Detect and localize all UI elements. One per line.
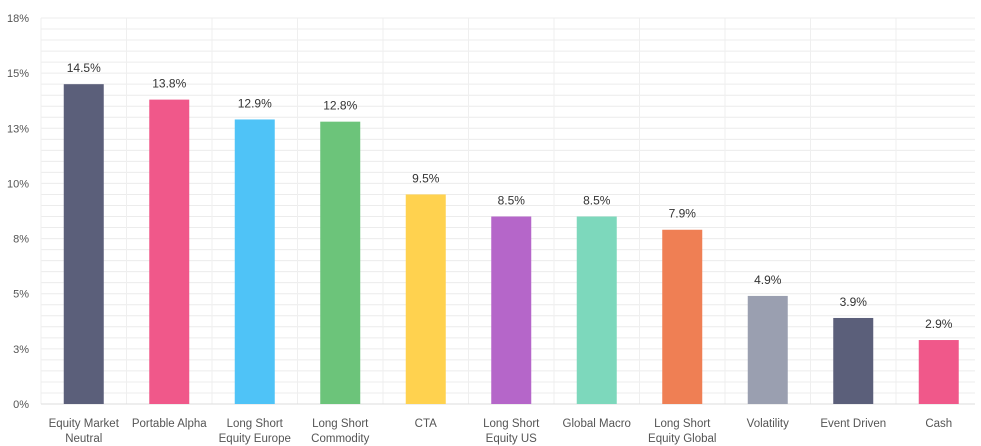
x-tick-label-line: Long Short (227, 418, 284, 430)
x-tick-label-line: CTA (415, 418, 437, 430)
data-label: 12.8% (323, 99, 357, 113)
x-tick-label: Long Short Equity Global (648, 418, 716, 445)
x-tick-label-line: Neutral (65, 433, 102, 445)
x-tick-label: Portable Alpha (132, 418, 207, 430)
x-tick-label-line: Long Short (312, 418, 369, 430)
x-axis: Equity Market Neutral Portable Alpha Long S… (49, 418, 953, 445)
x-tick-label: Event Driven (820, 418, 886, 430)
y-tick-label: 0% (13, 399, 29, 411)
data-label: 9.5% (412, 171, 440, 185)
data-label: 14.5% (67, 61, 101, 75)
bar (662, 229, 703, 404)
bar (234, 119, 275, 404)
x-tick-label: CTA (415, 418, 437, 430)
bar (833, 317, 874, 404)
bar (320, 121, 361, 404)
bar (405, 194, 446, 404)
x-tick-label: Volatility (747, 418, 789, 430)
x-tick-label: Equity Market Neutral (49, 418, 120, 445)
x-tick-label-line: Long Short (483, 418, 540, 430)
x-tick-label: Long Short Equity US (483, 418, 540, 445)
bar (576, 216, 617, 404)
y-tick-label: 5% (13, 289, 29, 301)
x-tick-label-line: Commodity (311, 433, 369, 445)
data-labels: 14.5% 13.8% 12.9% 12.8% 9.5% 8.5% 8.5% 7.9% 4.9%… (67, 61, 953, 331)
y-axis: 0% 3% 5% 8% 10% 13% 15% 18% (7, 13, 29, 411)
y-tick-label: 13% (7, 123, 29, 135)
bar (747, 295, 788, 404)
x-tick-label-line: Equity Europe (219, 433, 291, 445)
x-tick-label: Global Macro (563, 418, 631, 430)
data-label: 8.5% (583, 194, 611, 208)
y-tick-label: 8% (13, 234, 29, 246)
x-tick-label-line: Portable Alpha (132, 418, 207, 430)
data-label: 3.9% (840, 295, 868, 309)
bar (491, 216, 532, 404)
x-tick-label: Long Short Equity Europe (219, 418, 291, 445)
x-tick-label-line: Event Driven (820, 418, 886, 430)
y-tick-label: 15% (7, 68, 29, 80)
bar (63, 84, 104, 405)
y-tick-label: 3% (13, 344, 29, 356)
data-label: 8.5% (498, 194, 526, 208)
bar (918, 340, 959, 404)
x-tick-label: Long Short Commodity (311, 418, 369, 445)
data-label: 13.8% (152, 77, 186, 91)
y-tick-label: 10% (7, 178, 29, 190)
x-tick-label-line: Equity Market (49, 418, 120, 430)
x-tick-label-line: Equity US (486, 433, 537, 445)
x-tick-label-line: Long Short (654, 418, 711, 430)
data-label: 4.9% (754, 273, 782, 287)
bars (63, 84, 959, 405)
x-tick-label-line: Global Macro (563, 418, 631, 430)
x-tick-label-line: Cash (925, 418, 952, 430)
x-tick-label-line: Equity Global (648, 433, 716, 445)
x-tick-label: Cash (925, 418, 952, 430)
x-tick-label-line: Volatility (747, 418, 789, 430)
data-label: 2.9% (925, 317, 953, 331)
data-label: 12.9% (238, 96, 272, 110)
data-label: 7.9% (669, 207, 697, 221)
y-tick-label: 18% (7, 13, 29, 25)
bar (149, 99, 190, 405)
